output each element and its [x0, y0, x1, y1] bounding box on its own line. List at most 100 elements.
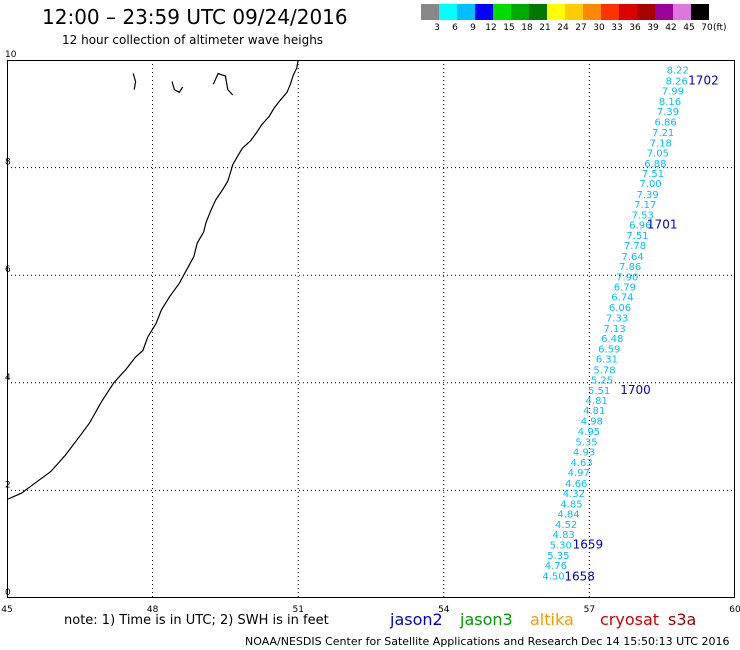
scale-swatch	[529, 4, 547, 20]
scale-label: 45	[683, 23, 694, 33]
wave-height-label: 4.95	[578, 427, 600, 438]
chart-title: 12:00 – 23:59 UTC 09/24/2016	[42, 5, 348, 29]
scale-label: 6	[452, 23, 458, 33]
scale-label: 27	[575, 23, 586, 33]
wave-height-label: 5.30	[550, 541, 572, 552]
legend-satellite-jason3: jason3	[460, 610, 513, 629]
x-tick-label: 45	[1, 605, 12, 615]
wave-height-label: 6.06	[609, 303, 631, 314]
y-tick-label: 10	[5, 50, 17, 60]
wave-height-label: 5.35	[575, 437, 597, 448]
wave-height-label: 5.78	[593, 365, 615, 376]
wave-height-label: 5.35	[547, 551, 569, 562]
island-outline	[212, 72, 234, 96]
footer-date: Dec 14 15:50:13 UTC 2016	[581, 635, 730, 648]
wave-height-label: 4.97	[568, 468, 590, 479]
scale-swatch	[691, 4, 709, 20]
wave-height-label: 4.52	[555, 520, 577, 531]
time-label: 1702	[688, 73, 719, 87]
wave-height-label: 7.21	[652, 128, 674, 139]
wave-height-label: 4.83	[553, 530, 575, 541]
wave-height-color-scale: 3 6 9 12 15 18 21 24 27 30 33 36 39 42 45 70 (ft)	[421, 4, 727, 33]
wave-height-label: 7.78	[624, 241, 646, 252]
x-tick-label: 57	[584, 605, 595, 615]
wave-height-label: 7.51	[642, 169, 664, 180]
scale-swatch	[511, 4, 529, 20]
wave-height-label: 6.59	[598, 344, 620, 355]
wave-height-label: 7.90	[616, 272, 638, 283]
wave-height-label: 5.51	[588, 386, 610, 397]
scale-label: 24	[557, 23, 569, 33]
legend-satellite-altika: altika	[530, 610, 574, 629]
wave-height-label: 6.86	[654, 117, 676, 128]
coastline	[6, 59, 299, 501]
scale-label: 21	[539, 23, 550, 33]
wave-height-label: 4.32	[563, 489, 585, 500]
wave-height-label: 8.22	[667, 66, 689, 77]
wave-height-label: 7.17	[634, 200, 656, 211]
scale-label: 12	[485, 23, 496, 33]
wave-height-label: 7.53	[632, 210, 654, 221]
scale-label: 42	[665, 23, 676, 33]
y-tick-label: 4	[5, 373, 11, 383]
scale-label: 39	[647, 23, 659, 33]
x-tick-label: 51	[292, 605, 303, 615]
wave-height-label: 4.81	[586, 396, 608, 407]
scale-label: 33	[611, 23, 622, 33]
legend-satellite-s3a: s3a	[668, 610, 697, 629]
scale-label: 18	[521, 23, 533, 33]
scale-swatch	[493, 4, 511, 20]
scale-label: 70	[701, 23, 713, 33]
wave-height-label: 4.63	[571, 458, 593, 469]
wave-height-label: 7.51	[626, 231, 648, 242]
wave-height-label: 4.93	[573, 448, 595, 459]
wave-height-label: 8.16	[659, 97, 681, 108]
wave-height-label: 7.05	[647, 149, 669, 160]
time-label: 1658	[564, 569, 595, 583]
wave-height-label: 7.99	[662, 87, 684, 98]
scale-label: 3	[434, 23, 440, 33]
island-outline	[132, 73, 137, 90]
scale-swatch	[547, 4, 565, 20]
time-label: 1700	[620, 383, 651, 397]
wave-height-label: 7.39	[637, 190, 659, 201]
island-outline	[171, 81, 184, 94]
legend-satellite-cryosat: cryosat	[600, 610, 660, 629]
wave-height-label: 5.25	[591, 376, 613, 387]
wave-height-label: 7.39	[657, 107, 679, 118]
scale-swatch	[673, 4, 691, 20]
scale-swatch	[619, 4, 637, 20]
scale-swatch	[583, 4, 601, 20]
wave-height-label: 6.48	[601, 334, 623, 345]
time-label: 1659	[573, 538, 604, 552]
time-label: 1701	[647, 218, 678, 232]
scale-swatch	[637, 4, 655, 20]
scale-label: 36	[629, 23, 641, 33]
scale-swatch	[601, 4, 619, 20]
wave-height-label: 4.84	[557, 510, 579, 521]
wave-height-label: 7.18	[650, 138, 672, 149]
chart-subtitle: 12 hour collection of altimeter wave hei…	[62, 33, 324, 47]
wave-height-label: 4.50	[542, 571, 564, 582]
scale-swatch	[655, 4, 673, 20]
scale-swatch	[439, 4, 457, 20]
wave-height-label: 6.96	[629, 221, 651, 232]
scale-unit: (ft)	[713, 23, 727, 33]
y-tick-label: 0	[5, 588, 11, 598]
y-tick-label: 6	[5, 265, 11, 275]
scale-swatch	[421, 4, 439, 20]
wave-height-label: 4.81	[583, 406, 605, 417]
wave-height-label: 4.76	[545, 561, 567, 572]
wave-height-label: 7.13	[604, 324, 626, 335]
scale-label: 15	[503, 23, 514, 33]
wave-height-label: 4.66	[565, 479, 587, 490]
footer-credit: NOAA/NESDIS Center for Satellite Applica…	[245, 635, 579, 648]
wave-height-label: 8.26	[666, 76, 688, 87]
y-tick-label: 8	[5, 158, 11, 168]
wave-height-label: 6.88	[644, 159, 666, 170]
x-tick-label: 48	[147, 605, 159, 615]
wave-height-label: 7.00	[639, 179, 661, 190]
wave-height-label: 4.85	[560, 499, 582, 510]
wave-height-label: 7.86	[619, 262, 641, 273]
